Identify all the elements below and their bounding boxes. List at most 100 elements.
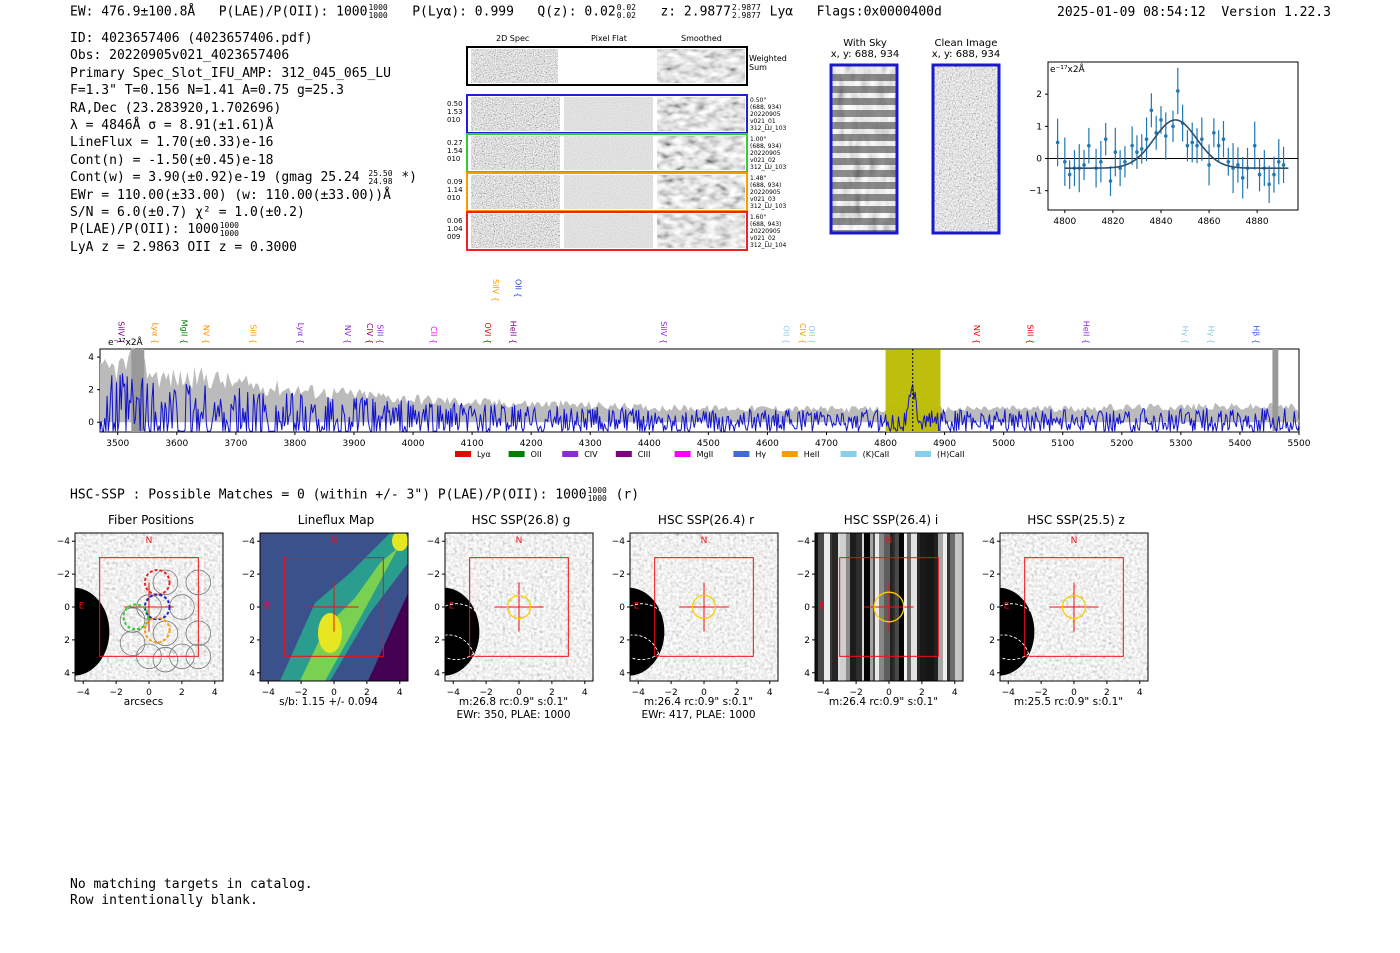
spec-line-label: SiII {	[376, 324, 385, 344]
hsc-neighbor-ellipse	[613, 603, 670, 661]
hsc-ytick: −2	[427, 570, 440, 580]
hsc-xtick: 0	[1071, 688, 1077, 698]
header-plya: P(Lyα): 0.999	[412, 4, 514, 20]
spec-line-label: NV {	[972, 325, 981, 344]
hsc-panel-title: Lineflux Map	[297, 513, 375, 527]
hsc-search-box	[284, 557, 384, 657]
hsc-panel-title: HSC SSP(25.5) z	[1027, 513, 1125, 527]
cutout-weighted-row	[466, 46, 748, 86]
hsc-ytick: −4	[612, 537, 626, 547]
fit-point	[1267, 182, 1271, 187]
fit-xtick: 4820	[1101, 217, 1124, 227]
hsc-xtick: 4	[767, 688, 773, 698]
info-lya-z: LyA z = 2.9863 OII z = 0.3000	[70, 239, 297, 255]
cutout-row-2	[466, 133, 748, 173]
header-flags: Flags:0x0000400d	[816, 4, 942, 20]
hsc-ytick: 2	[619, 636, 625, 646]
fit-point	[1276, 159, 1281, 164]
hsc-panel-title: HSC SSP(26.8) g	[471, 513, 571, 527]
fiber-circle	[152, 646, 179, 673]
cutout-row-4-right: 1.60" (688, 943) 20220905 v021_02 312_LU…	[750, 214, 787, 249]
spec-ytick: 4	[88, 353, 94, 363]
header-qz-frac: 0.02 0.02	[616, 3, 636, 20]
info-sn: S/N = 6.0(±0.7) χ² = 1.0(±0.2)	[70, 205, 305, 221]
fit-xtick: 4840	[1150, 217, 1173, 227]
hsc-xtick: 0	[516, 688, 522, 698]
spec-unit-label: e⁻¹⁷x2Å	[108, 336, 144, 348]
spec-xtick: 4200	[520, 439, 543, 449]
hsc-ytick: 0	[989, 603, 995, 613]
hsc-ytick: −4	[797, 537, 811, 547]
fit-point	[1135, 150, 1139, 154]
fit-point	[1185, 143, 1190, 148]
info-primary: Primary Spec_Slot_IFU_AMP: 312_045_065_L…	[70, 65, 391, 81]
spec-xtick: 3500	[106, 439, 129, 449]
spec-line-label: SiIV {	[116, 321, 125, 344]
hsc-plae-frac: 1000 1000	[587, 486, 607, 503]
clean-title: Clean Image x, y: 688, 934	[931, 38, 1001, 60]
fiber-circle	[185, 620, 212, 647]
fiber-circle	[185, 569, 212, 596]
spec-xtick: 3800	[283, 439, 306, 449]
hsc-ytick: −2	[612, 570, 625, 580]
cutout-weighted-label: Weighted Sum	[749, 54, 787, 72]
info-lambda: λ = 4846Å σ = 8.91(±1.61)Å	[70, 118, 274, 134]
info-obs: Obs: 20220905v021_4023657406	[70, 48, 290, 64]
fit-ytick: 1	[1036, 122, 1042, 132]
hsc-neighbor-ellipse	[428, 603, 485, 661]
fit-point	[1207, 163, 1211, 167]
info-fparams: F=1.3" T=0.156 N=1.41 A=0.75 g=25.3	[70, 83, 344, 99]
fit-point	[1113, 150, 1118, 154]
hsc-panel-title: HSC SSP(26.4) i	[843, 513, 939, 527]
info-contn: Cont(n) = -1.50(±0.45)e-18	[70, 152, 274, 168]
spec-legend-swatch	[674, 451, 691, 457]
hsc-ytick: 0	[64, 603, 70, 613]
fit-point	[1212, 130, 1216, 135]
spec-legend-label: OII	[531, 450, 542, 459]
fit-point	[1200, 137, 1204, 142]
hsc-xtick: 2	[364, 688, 370, 698]
cutout-col-smoothed: Smoothed	[681, 34, 722, 43]
cutout-row-1-right: 0.50" (688, 934) 20220905 v021_01 312_LU…	[750, 97, 787, 132]
hsc-neighbor-ellipse	[983, 603, 1040, 661]
info-lineflux: LineFlux = 1.70(±0.33)e-16	[70, 135, 274, 151]
hsc-panel-title: Fiber Positions	[107, 513, 195, 527]
hsc-xtick: 2	[549, 688, 555, 698]
spec-ytick: 0	[88, 418, 94, 428]
spec-line-label: CII {	[429, 326, 438, 344]
sky-clean-images	[829, 63, 1001, 235]
header-line: Lyα	[769, 4, 794, 20]
fit-point	[1123, 159, 1127, 164]
fit-point	[1226, 159, 1231, 164]
cutout-row-2-left: 0.27 1.54 010	[447, 139, 463, 163]
hsc-north-label: N	[886, 536, 893, 546]
fit-xtick: 4860	[1198, 217, 1221, 227]
spec-xtick: 5400	[1228, 439, 1251, 449]
header-bar: EW: 476.9±100.8Å P(LAE)/P(OII): 1000 1000…	[70, 4, 942, 20]
spec-legend-swatch	[508, 451, 525, 457]
hsc-panel-caption: m:26.8 rc:0.9" s:0.1" EWr: 350, PLAE: 100…	[456, 696, 571, 721]
hsc-east-label: E	[264, 602, 270, 612]
hsc-neighbor-ellipse	[976, 634, 1031, 689]
spec-xtick: 5200	[1110, 439, 1133, 449]
hsc-neighbor-ellipse	[421, 634, 476, 689]
hsc-xtick: 4	[952, 688, 958, 698]
spec-upper-label: OII {	[513, 279, 522, 298]
spectrum-flux-line	[99, 373, 1300, 434]
hsc-ytick: 4	[64, 669, 70, 679]
spec-legend-label: (K)CaII	[863, 450, 890, 459]
hsc-neighbor-ellipse	[606, 634, 661, 689]
spec-xtick: 4800	[874, 439, 897, 449]
hsc-ytick: 2	[64, 636, 70, 646]
spec-line-label: CIV {	[798, 323, 807, 344]
hsc-north-label: N	[331, 536, 338, 546]
spec-line-label: HeII {	[509, 321, 518, 344]
hsc-xtick: −2	[664, 688, 677, 698]
spec-xtick: 4100	[461, 439, 484, 449]
hsc-xtick: −2	[294, 688, 307, 698]
cutout-row-1-left: 0.50 1.53 010	[447, 100, 463, 124]
spec-line-label: Hγ {	[1181, 326, 1190, 344]
spec-line-label: SiII {	[249, 324, 258, 344]
hsc-xtick: −2	[479, 688, 492, 698]
hsc-ytick: 0	[434, 603, 440, 613]
